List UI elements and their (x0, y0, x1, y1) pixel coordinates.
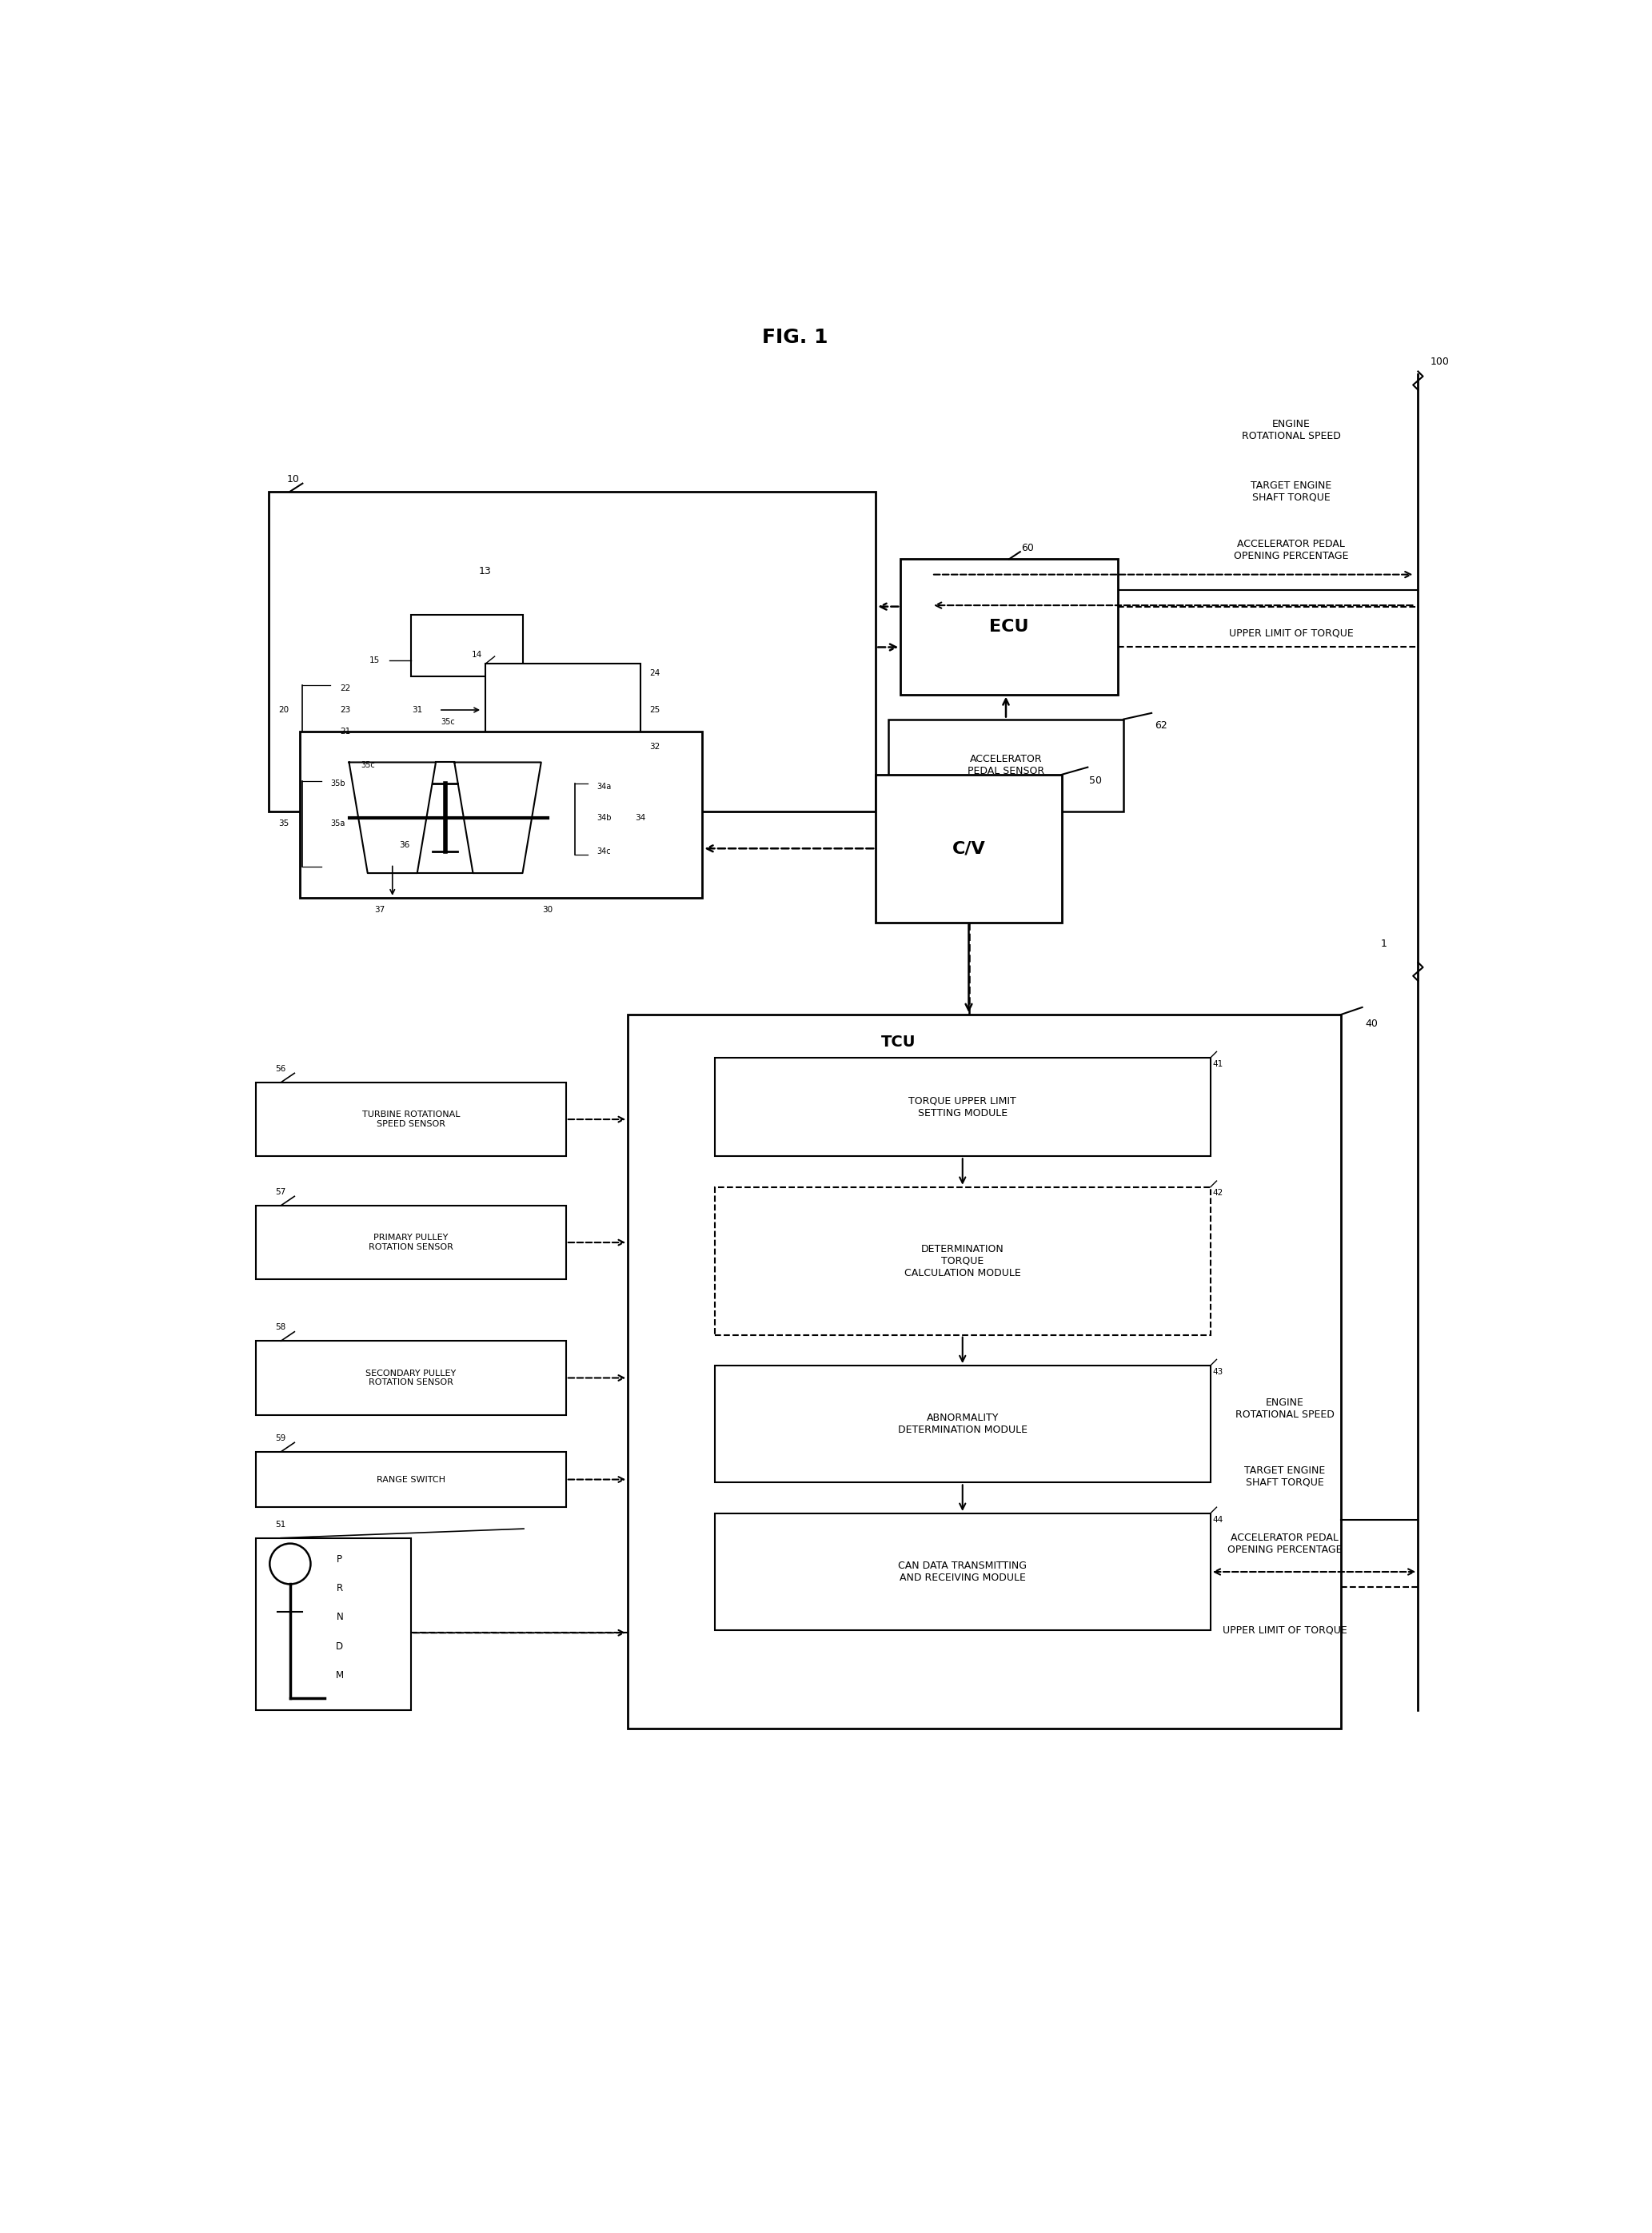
Text: C/V: C/V (952, 840, 986, 857)
Text: P: P (337, 1554, 342, 1565)
Text: TARGET ENGINE
SHAFT TORQUE: TARGET ENGINE SHAFT TORQUE (1251, 480, 1332, 502)
Text: 14: 14 (472, 650, 482, 659)
Text: 1: 1 (1381, 938, 1388, 949)
Bar (715, 1058, 1211, 1157)
Text: 20: 20 (279, 706, 289, 715)
Text: ABNORMALITY
DETERMINATION MODULE: ABNORMALITY DETERMINATION MODULE (897, 1413, 1028, 1436)
Text: 35c: 35c (360, 761, 375, 770)
Polygon shape (349, 761, 436, 873)
Text: 23: 23 (340, 706, 350, 715)
Bar (628, 1014, 1340, 1728)
Bar (889, 719, 1123, 811)
Text: TCU: TCU (881, 1034, 917, 1050)
Text: ACCELERATOR PEDAL
OPENING PERCENTAGE: ACCELERATOR PEDAL OPENING PERCENTAGE (1227, 1532, 1341, 1556)
Bar (876, 775, 1062, 922)
Text: 57: 57 (276, 1188, 286, 1197)
Bar (256, 1451, 567, 1507)
Text: 22: 22 (340, 686, 350, 692)
Text: 34: 34 (634, 813, 646, 822)
Bar (256, 1342, 567, 1416)
Text: 15: 15 (370, 657, 380, 665)
Bar (715, 1367, 1211, 1483)
Text: 60: 60 (1021, 543, 1034, 554)
Text: 59: 59 (276, 1434, 286, 1443)
Bar (411, 614, 522, 677)
Text: FIG. 1: FIG. 1 (762, 328, 828, 346)
Text: CAN DATA TRANSMITTING
AND RECEIVING MODULE: CAN DATA TRANSMITTING AND RECEIVING MODU… (899, 1561, 1028, 1583)
Text: UPPER LIMIT OF TORQUE: UPPER LIMIT OF TORQUE (1222, 1626, 1346, 1635)
Bar (256, 1539, 411, 1710)
Bar (486, 663, 641, 757)
Text: ENGINE
ROTATIONAL SPEED: ENGINE ROTATIONAL SPEED (1241, 418, 1340, 442)
Text: 40: 40 (1365, 1018, 1378, 1029)
Text: 34b: 34b (596, 813, 611, 822)
Text: 35a: 35a (330, 820, 345, 828)
Text: 62: 62 (1155, 721, 1166, 730)
Text: 41: 41 (1213, 1061, 1222, 1067)
Bar (900, 558, 1117, 694)
Text: 21: 21 (340, 728, 350, 735)
Text: 35: 35 (279, 820, 289, 828)
Text: D: D (335, 1641, 344, 1652)
Text: ACCELERATOR PEDAL
OPENING PERCENTAGE: ACCELERATOR PEDAL OPENING PERCENTAGE (1234, 538, 1348, 560)
Text: R: R (337, 1583, 344, 1594)
Bar (299, 732, 702, 898)
Bar (256, 1083, 567, 1157)
Text: 50: 50 (1089, 775, 1102, 786)
Text: 34a: 34a (596, 784, 611, 790)
Text: 10: 10 (287, 473, 299, 485)
Text: DETERMINATION
TORQUE
CALCULATION MODULE: DETERMINATION TORQUE CALCULATION MODULE (904, 1244, 1021, 1277)
Text: ENGINE
ROTATIONAL SPEED: ENGINE ROTATIONAL SPEED (1236, 1398, 1335, 1420)
Bar (256, 1206, 567, 1280)
Text: 100: 100 (1431, 357, 1449, 368)
Text: 37: 37 (375, 907, 385, 913)
Bar (715, 1188, 1211, 1335)
Text: 35b: 35b (330, 779, 345, 788)
Bar (269, 491, 876, 811)
Text: N: N (337, 1612, 344, 1623)
Text: SECONDARY PULLEY
ROTATION SENSOR: SECONDARY PULLEY ROTATION SENSOR (365, 1369, 456, 1387)
Text: 25: 25 (649, 706, 661, 715)
Text: 44: 44 (1213, 1516, 1222, 1523)
Text: 35c: 35c (441, 719, 456, 726)
Text: 13: 13 (479, 567, 492, 576)
Text: TURBINE ROTATIONAL
SPEED SENSOR: TURBINE ROTATIONAL SPEED SENSOR (362, 1110, 459, 1128)
Text: 32: 32 (649, 744, 661, 750)
Text: UPPER LIMIT OF TORQUE: UPPER LIMIT OF TORQUE (1229, 627, 1353, 639)
Text: 31: 31 (411, 706, 423, 715)
Text: 56: 56 (276, 1065, 286, 1072)
Text: TORQUE UPPER LIMIT
SETTING MODULE: TORQUE UPPER LIMIT SETTING MODULE (909, 1096, 1016, 1119)
Text: 24: 24 (649, 670, 661, 677)
Text: TARGET ENGINE
SHAFT TORQUE: TARGET ENGINE SHAFT TORQUE (1244, 1465, 1325, 1487)
Text: PRIMARY PULLEY
ROTATION SENSOR: PRIMARY PULLEY ROTATION SENSOR (368, 1235, 453, 1250)
Text: 43: 43 (1213, 1369, 1222, 1376)
Bar (715, 1514, 1211, 1630)
Text: ACCELERATOR
PEDAL SENSOR: ACCELERATOR PEDAL SENSOR (968, 755, 1044, 777)
Text: 36: 36 (400, 842, 410, 849)
Text: RANGE SWITCH: RANGE SWITCH (377, 1476, 446, 1483)
Text: ECU: ECU (990, 619, 1029, 634)
Text: 30: 30 (542, 907, 552, 913)
Polygon shape (454, 761, 542, 873)
Text: 42: 42 (1213, 1190, 1222, 1197)
Text: 51: 51 (276, 1521, 286, 1527)
Text: 58: 58 (276, 1324, 286, 1331)
Text: M: M (335, 1670, 344, 1681)
Text: 34c: 34c (596, 849, 611, 855)
